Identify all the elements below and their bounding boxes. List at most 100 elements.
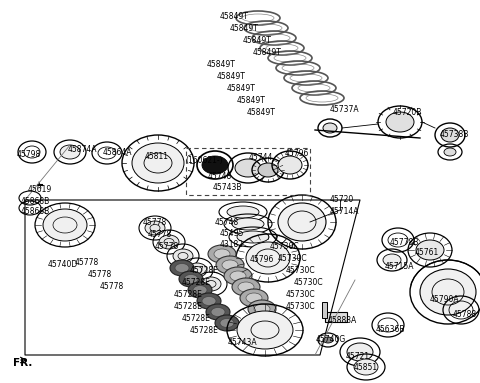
Text: 45619: 45619: [28, 185, 52, 194]
Ellipse shape: [278, 156, 302, 174]
Text: 45721: 45721: [346, 352, 370, 361]
Ellipse shape: [237, 311, 293, 349]
Text: 45743B: 45743B: [213, 183, 242, 192]
Text: 45740G: 45740G: [316, 335, 346, 344]
Ellipse shape: [227, 206, 259, 218]
Ellipse shape: [240, 289, 268, 307]
Text: 45868B: 45868B: [21, 207, 50, 216]
Text: 45730C: 45730C: [286, 266, 316, 275]
Text: 45730C: 45730C: [294, 278, 324, 287]
Text: 45728E: 45728E: [182, 278, 211, 287]
Text: 45744: 45744: [249, 153, 274, 162]
Text: 45778: 45778: [143, 218, 167, 227]
Ellipse shape: [444, 148, 456, 156]
Text: 45728E: 45728E: [182, 314, 211, 323]
Text: 45849T: 45849T: [243, 36, 272, 45]
Bar: [325, 312, 347, 322]
Ellipse shape: [132, 143, 184, 183]
Text: 45636B: 45636B: [376, 325, 406, 334]
Text: 45796: 45796: [285, 149, 310, 158]
Ellipse shape: [179, 271, 203, 287]
Ellipse shape: [238, 282, 254, 292]
Ellipse shape: [224, 267, 252, 285]
Ellipse shape: [60, 145, 80, 159]
Text: 45778: 45778: [75, 258, 99, 267]
Text: 45796: 45796: [250, 255, 275, 264]
Ellipse shape: [354, 359, 378, 375]
Ellipse shape: [420, 269, 476, 315]
Text: 45849T: 45849T: [247, 108, 276, 117]
Ellipse shape: [188, 282, 212, 298]
Text: 45728E: 45728E: [174, 290, 203, 299]
Text: 45778: 45778: [148, 230, 172, 239]
Text: 45715A: 45715A: [385, 262, 415, 271]
Text: 45849T: 45849T: [220, 12, 249, 21]
Text: 45888A: 45888A: [328, 316, 357, 325]
Text: 45720: 45720: [330, 195, 354, 204]
Text: 45778: 45778: [155, 242, 179, 251]
Ellipse shape: [254, 304, 270, 314]
Text: 45811: 45811: [145, 152, 169, 161]
Text: 45748: 45748: [208, 172, 232, 181]
Text: 45740D: 45740D: [48, 260, 78, 269]
Text: 45730C: 45730C: [286, 290, 316, 299]
Text: 45778: 45778: [100, 282, 124, 291]
Ellipse shape: [43, 209, 87, 241]
Text: 45730C: 45730C: [286, 302, 316, 311]
Ellipse shape: [208, 245, 236, 263]
Ellipse shape: [216, 256, 244, 274]
Ellipse shape: [159, 235, 179, 249]
Text: 45730C: 45730C: [278, 254, 308, 263]
Ellipse shape: [278, 203, 326, 241]
Ellipse shape: [197, 293, 221, 309]
Ellipse shape: [206, 304, 230, 320]
Ellipse shape: [202, 296, 216, 306]
Ellipse shape: [416, 240, 444, 260]
Ellipse shape: [246, 293, 262, 303]
Ellipse shape: [235, 159, 261, 177]
Ellipse shape: [237, 231, 269, 243]
Text: 45851: 45851: [354, 363, 378, 372]
Text: 45495: 45495: [220, 229, 244, 238]
Ellipse shape: [173, 249, 193, 263]
Ellipse shape: [145, 221, 165, 235]
Text: 43182: 43182: [220, 240, 244, 249]
Ellipse shape: [232, 218, 264, 230]
Text: 45849T: 45849T: [217, 72, 246, 81]
Text: 45743A: 45743A: [228, 338, 258, 347]
Text: 45864A: 45864A: [103, 148, 132, 157]
Text: 45738B: 45738B: [440, 130, 469, 139]
Text: 45868B: 45868B: [21, 197, 50, 206]
Text: 45728E: 45728E: [190, 326, 219, 335]
Ellipse shape: [215, 315, 239, 331]
Text: 45790A: 45790A: [430, 295, 460, 304]
Ellipse shape: [214, 249, 230, 259]
Ellipse shape: [347, 343, 373, 361]
Ellipse shape: [323, 123, 337, 133]
Ellipse shape: [201, 277, 221, 291]
Text: 45788: 45788: [453, 310, 477, 319]
Ellipse shape: [193, 285, 207, 295]
Text: 45778: 45778: [88, 270, 112, 279]
Text: FR.: FR.: [13, 358, 32, 368]
Text: 45849T: 45849T: [230, 24, 259, 33]
Text: 45748: 45748: [215, 218, 239, 227]
Ellipse shape: [202, 156, 228, 174]
Text: 45737A: 45737A: [330, 105, 360, 114]
Ellipse shape: [441, 128, 459, 142]
Ellipse shape: [386, 112, 414, 132]
Ellipse shape: [246, 242, 290, 274]
Ellipse shape: [383, 254, 401, 266]
Ellipse shape: [222, 260, 238, 270]
Text: (160621-): (160621-): [185, 156, 223, 165]
Bar: [322, 302, 327, 318]
Text: 45849T: 45849T: [207, 60, 236, 69]
Ellipse shape: [230, 271, 246, 281]
Ellipse shape: [248, 300, 276, 318]
Ellipse shape: [323, 337, 333, 343]
Text: 45778B: 45778B: [390, 238, 420, 247]
Text: 45728E: 45728E: [190, 266, 219, 275]
Ellipse shape: [170, 260, 194, 276]
Text: 45849T: 45849T: [237, 96, 266, 105]
Ellipse shape: [175, 264, 189, 272]
